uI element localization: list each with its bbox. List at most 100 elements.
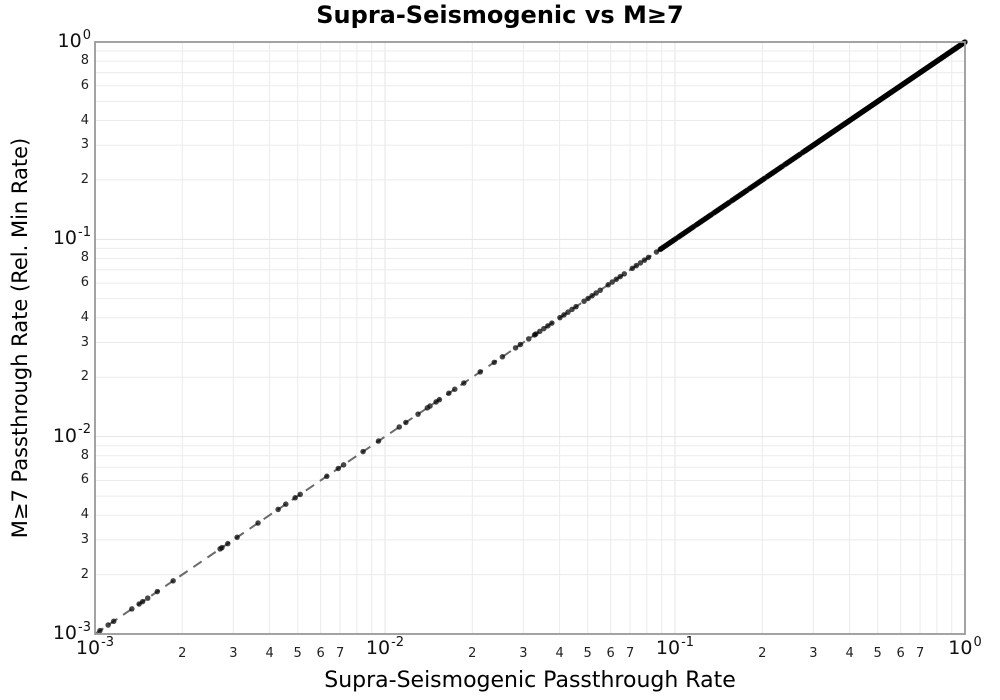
x-minor-tick-label: 4	[845, 646, 854, 661]
data-point	[561, 312, 567, 318]
x-minor-tick-label: 6	[896, 646, 905, 661]
x-minor-tick-label: 2	[178, 646, 187, 661]
data-point	[491, 359, 497, 366]
data-point	[225, 540, 231, 547]
plot-border	[94, 41, 966, 635]
data-point	[340, 462, 347, 468]
x-minor-tick-label: 7	[335, 646, 345, 661]
x-minor-tick-label: 3	[229, 646, 238, 661]
data-point	[517, 341, 524, 348]
data-point	[597, 287, 603, 294]
data-point	[446, 390, 452, 396]
y-minor-tick-label: 4	[80, 309, 89, 325]
y-axis-title: M≥7 Passthrough Rate (Rel. Min Rate)	[8, 137, 32, 539]
x-axis-title: Supra-Seismogenic Passthrough Rate	[324, 668, 736, 693]
data-point	[375, 438, 382, 444]
y-minor-tick-label: 2	[80, 171, 89, 187]
data-point	[641, 257, 648, 263]
x-minor-tick-label: 3	[519, 646, 528, 661]
y-minor-tick-label: 2	[80, 369, 89, 385]
data-point	[537, 328, 543, 335]
data-point	[297, 491, 303, 498]
x-minor-tick-label: 4	[555, 646, 564, 661]
data-point	[97, 627, 103, 634]
data-point	[545, 323, 551, 329]
data-point	[633, 262, 640, 269]
data-point	[609, 279, 615, 285]
y-major-tick-label: 10-1	[52, 225, 91, 250]
data-point	[573, 303, 579, 310]
x-minor-tick-label: 5	[873, 646, 882, 661]
gridlines	[94, 41, 966, 635]
data-point	[549, 320, 555, 326]
y-minor-tick-label: 8	[80, 447, 89, 463]
scatter-points	[97, 39, 968, 634]
x-major-tick-label: 10-3	[75, 634, 115, 659]
data-point	[415, 411, 421, 417]
y-minor-tick-label: 3	[80, 531, 89, 547]
data-point	[461, 380, 467, 386]
y-major-tick-label: 10-2	[52, 422, 91, 447]
x-minor-tick-label: 5	[293, 646, 302, 661]
x-minor-tick-label: 7	[625, 646, 635, 661]
data-point	[533, 331, 539, 337]
data-point	[129, 606, 135, 612]
data-point	[144, 595, 151, 601]
data-point	[275, 506, 281, 513]
y-minor-tick-label: 4	[80, 507, 89, 523]
x-minor-tick-label: 2	[758, 646, 767, 661]
chart-title: Supra-Seismogenic vs M≥7	[316, 1, 684, 29]
data-point	[110, 618, 117, 625]
data-point	[499, 354, 506, 360]
y-major-tick-label: 10-3	[52, 619, 91, 644]
data-point	[477, 369, 483, 375]
data-point	[569, 306, 575, 313]
data-point	[605, 282, 611, 288]
data-point	[427, 403, 433, 409]
data-point	[436, 396, 443, 403]
y-minor-tick-label: 8	[80, 53, 89, 69]
data-point	[581, 298, 587, 304]
x-minor-tick-label: 6	[316, 646, 325, 661]
data-point	[512, 345, 519, 351]
x-major-tick-label: 10-1	[655, 634, 695, 659]
data-point	[139, 598, 146, 605]
data-point	[613, 276, 619, 283]
x-minor-tick-label: 4	[265, 646, 274, 661]
data-point	[541, 325, 547, 332]
data-point	[283, 501, 289, 507]
y-minor-tick-label: 3	[80, 137, 89, 153]
data-point	[335, 465, 342, 472]
x-minor-tick-label: 7	[915, 646, 925, 661]
data-point	[292, 495, 298, 501]
y-minor-tick-label: 8	[80, 250, 89, 266]
x-minor-tick-label: 6	[606, 646, 615, 661]
data-point	[593, 290, 599, 296]
y-minor-tick-label: 2	[80, 566, 89, 582]
data-point	[170, 578, 176, 584]
data-point	[589, 292, 595, 299]
data-point	[621, 271, 628, 277]
x-minor-tick-label: 5	[583, 646, 592, 661]
data-point	[234, 534, 240, 541]
data-point	[629, 265, 636, 272]
data-point	[637, 260, 644, 266]
data-point	[396, 424, 403, 430]
data-point	[557, 314, 563, 321]
x-major-tick-label: 10-2	[365, 634, 405, 659]
data-point	[154, 588, 161, 595]
data-point	[324, 473, 330, 480]
data-point	[653, 249, 660, 255]
y-minor-tick-label: 4	[80, 112, 89, 128]
y-minor-tick-label: 6	[80, 472, 89, 488]
data-point	[585, 295, 591, 302]
data-point	[645, 254, 652, 261]
data-point	[219, 544, 225, 551]
data-point	[525, 336, 532, 342]
data-point	[105, 622, 111, 628]
x-minor-tick-label: 2	[468, 646, 477, 661]
data-point	[565, 309, 571, 315]
data-point	[452, 386, 458, 392]
